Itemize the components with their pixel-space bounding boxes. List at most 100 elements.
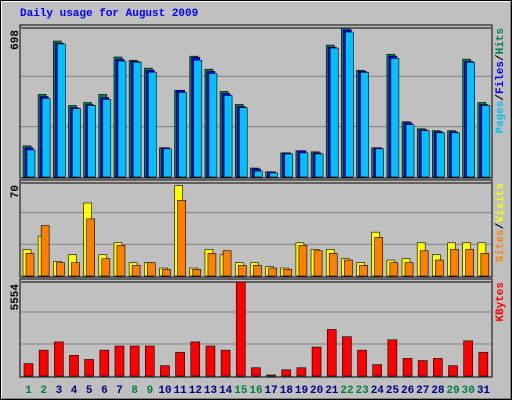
bar xyxy=(402,358,413,377)
x-tick-label: 27 xyxy=(416,385,429,397)
x-tick-label: 23 xyxy=(356,385,370,397)
bar xyxy=(254,170,263,178)
bar xyxy=(162,269,171,277)
bar xyxy=(466,61,475,178)
bar xyxy=(160,365,170,377)
x-tick-label: 1 xyxy=(25,385,32,397)
bar xyxy=(251,367,261,377)
bar xyxy=(390,58,400,178)
bar xyxy=(129,345,140,377)
legend-separator: / xyxy=(495,54,507,61)
x-tick-label: 9 xyxy=(147,385,154,397)
bar xyxy=(26,149,36,178)
x-tick-label: 26 xyxy=(401,385,414,397)
bar xyxy=(266,374,276,377)
bar xyxy=(269,172,278,178)
bar xyxy=(99,349,110,377)
y-tick-label: 70 xyxy=(10,185,22,198)
bar xyxy=(116,245,126,277)
bar xyxy=(41,98,51,178)
bar xyxy=(193,59,203,178)
bar xyxy=(222,250,232,277)
x-tick-label: 22 xyxy=(340,385,353,397)
bar xyxy=(344,259,353,277)
legend: Pages/Files/Hits xyxy=(495,28,507,134)
bar xyxy=(420,130,430,178)
bar xyxy=(299,152,309,178)
x-tick-label: 30 xyxy=(462,385,475,397)
bar xyxy=(374,237,384,277)
bar xyxy=(357,349,367,377)
y-tick-label: 698 xyxy=(10,30,22,50)
x-tick-label: 3 xyxy=(56,385,63,397)
bar xyxy=(54,341,64,377)
bar xyxy=(463,340,473,377)
x-tick-label: 17 xyxy=(265,385,278,397)
bar xyxy=(281,369,292,377)
bar xyxy=(417,360,428,377)
chart-title: Daily usage for August 2009 xyxy=(20,8,198,20)
legend-entry: Pages xyxy=(495,101,507,134)
bar xyxy=(40,225,50,277)
x-tick-label: 25 xyxy=(386,385,400,397)
bar xyxy=(101,258,111,277)
x-tick-label: 12 xyxy=(189,385,202,397)
x-tick-label: 4 xyxy=(71,385,78,397)
bar xyxy=(102,99,112,178)
bar xyxy=(238,107,248,178)
bar xyxy=(450,249,459,277)
bar xyxy=(375,148,385,178)
x-tick-label: 29 xyxy=(446,385,459,397)
x-tick-label: 8 xyxy=(131,385,138,397)
bar xyxy=(298,245,308,277)
bar xyxy=(268,267,277,277)
x-tick-label: 20 xyxy=(310,385,323,397)
bar xyxy=(132,61,142,178)
legend-entry: Files xyxy=(495,61,507,94)
x-tick-label: 16 xyxy=(249,385,262,397)
x-tick-label: 7 xyxy=(116,385,123,397)
bar xyxy=(328,253,338,277)
bar xyxy=(311,346,322,377)
bar xyxy=(360,72,369,178)
x-tick-label: 15 xyxy=(234,385,248,397)
bar xyxy=(207,253,217,277)
bar xyxy=(163,148,172,178)
legend-entry: Visits xyxy=(495,183,507,223)
x-tick-label: 13 xyxy=(204,385,218,397)
x-tick-label: 18 xyxy=(280,385,294,397)
x-tick-label: 10 xyxy=(158,385,171,397)
bar xyxy=(372,364,383,377)
bar xyxy=(480,253,490,277)
legend-entry: KBytes xyxy=(495,282,507,322)
x-tick-label: 21 xyxy=(325,385,339,397)
bar xyxy=(72,108,81,178)
bar xyxy=(25,253,35,277)
bar xyxy=(23,363,34,377)
bar xyxy=(56,262,65,277)
bar xyxy=(451,132,460,178)
x-tick-label: 14 xyxy=(219,385,233,397)
bar xyxy=(175,351,185,377)
bar xyxy=(205,345,216,377)
bar xyxy=(345,31,354,178)
bar xyxy=(314,153,324,178)
bar xyxy=(359,265,368,277)
legend-entry: Hits xyxy=(495,28,507,54)
bar xyxy=(342,336,352,377)
bar xyxy=(178,92,187,178)
bar xyxy=(117,60,127,178)
y-tick-label: 5554 xyxy=(10,284,22,311)
x-tick-label: 5 xyxy=(86,385,93,397)
bar xyxy=(87,105,96,178)
x-tick-label: 24 xyxy=(371,385,385,397)
bar xyxy=(114,345,125,377)
x-tick-label: 2 xyxy=(40,385,47,397)
bar xyxy=(220,349,231,377)
bar xyxy=(192,269,202,277)
legend-separator: / xyxy=(495,222,507,229)
x-tick-label: 31 xyxy=(477,385,491,397)
bar xyxy=(144,345,155,377)
bar xyxy=(146,262,156,277)
